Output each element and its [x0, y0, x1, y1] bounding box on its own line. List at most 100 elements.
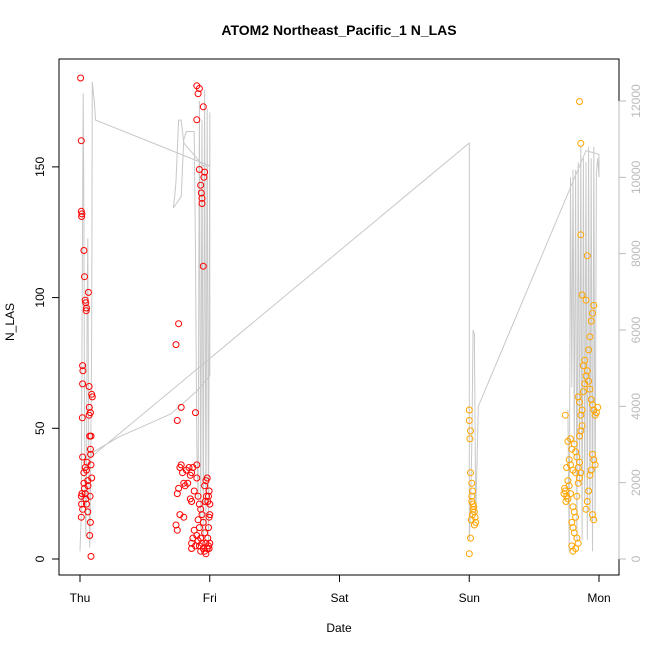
data-point: [80, 247, 88, 254]
data-point: [81, 296, 89, 304]
data-point: [586, 333, 594, 341]
y2-tick-label: 2000: [629, 469, 643, 496]
y-axis: 0 50 100 150: [33, 157, 60, 562]
data-point: [86, 445, 94, 453]
data-point: [577, 411, 585, 419]
data-point: [195, 85, 203, 92]
data-point: [188, 469, 196, 477]
data-point: [78, 500, 86, 508]
data-point: [77, 137, 85, 145]
data-point: [594, 403, 602, 411]
data-point: [86, 532, 94, 539]
data-point: [84, 477, 92, 485]
data-point: [198, 511, 206, 519]
data-point: [206, 511, 214, 519]
y-tick-label: 50: [33, 421, 47, 435]
data-point: [192, 542, 199, 550]
data-point: [200, 173, 208, 181]
data-point: [86, 492, 94, 500]
data-point: [469, 505, 477, 513]
data-point: [87, 432, 95, 440]
data-point: [172, 521, 180, 529]
data-point: [79, 380, 87, 388]
data-point: [77, 513, 85, 521]
data-point: [578, 406, 586, 414]
data-point: [467, 516, 475, 524]
y2-tick-label: 12000: [629, 84, 643, 118]
data-point: [83, 304, 90, 312]
data-point: [581, 356, 589, 364]
data-point: [587, 466, 595, 474]
data-point: [197, 189, 205, 197]
secondary-series-line: [79, 81, 600, 552]
data-point: [184, 479, 192, 487]
data-point: [572, 448, 580, 456]
data-point: [173, 526, 181, 534]
data-point: [203, 492, 210, 500]
data-point: [573, 492, 581, 500]
data-point: [572, 513, 580, 521]
y-tick-label: 100: [33, 287, 47, 307]
data-point: [198, 200, 206, 207]
data-point: [562, 498, 570, 505]
data-point: [583, 498, 591, 505]
data-point: [175, 484, 183, 492]
data-point: [576, 98, 583, 105]
x-tick-label: Mon: [587, 591, 610, 605]
data-point: [84, 288, 92, 296]
data-point: [188, 498, 196, 505]
data-point: [579, 388, 587, 396]
data-point: [205, 492, 212, 500]
data-point: [198, 194, 206, 202]
data-point: [81, 273, 88, 281]
data-point: [199, 262, 207, 270]
data-point: [194, 90, 202, 98]
data-point: [78, 414, 86, 422]
data-point: [468, 479, 476, 487]
data-point: [470, 521, 478, 529]
data-point: [87, 450, 95, 458]
data-point: [469, 487, 476, 495]
plot-frame: [58, 58, 620, 576]
secondary-line-layer: [79, 81, 600, 552]
x-axis: Thu Fri Sat Sun Mon: [70, 574, 611, 605]
data-point: [78, 210, 86, 218]
data-point: [468, 492, 476, 500]
x-tick-label: Sat: [330, 591, 349, 605]
data-point: [201, 168, 209, 176]
data-point: [189, 534, 197, 542]
x-tick-label: Fri: [203, 591, 217, 605]
data-point: [82, 299, 90, 307]
y2-tick-label: 8000: [629, 240, 643, 267]
data-point: [585, 487, 593, 495]
data-point: [564, 477, 572, 485]
data-point: [82, 307, 90, 315]
data-point: [582, 505, 590, 513]
data-point: [573, 453, 581, 461]
data-point: [199, 103, 207, 111]
data-point: [195, 524, 203, 532]
data-point: [577, 427, 585, 435]
data-point: [590, 301, 598, 309]
data-point: [465, 417, 473, 424]
data-point: [568, 542, 576, 550]
data-point: [85, 403, 93, 411]
data-point: [205, 524, 212, 532]
data-point: [574, 479, 582, 487]
data-point: [574, 464, 582, 471]
data-point: [576, 432, 583, 440]
data-point: [589, 511, 596, 519]
data-point: [587, 317, 595, 325]
data-point: [88, 390, 96, 398]
data-point: [87, 461, 95, 469]
data-point: [578, 422, 586, 430]
data-point: [87, 552, 95, 560]
data-point: [172, 341, 180, 349]
data-point: [79, 367, 87, 375]
data-point: [197, 534, 205, 542]
chart-title: ATOM2 Northeast_Pacific_1 N_LAS: [221, 22, 456, 38]
y2-tick-label: 6000: [629, 316, 643, 343]
data-point: [569, 503, 577, 511]
data-point: [591, 461, 599, 469]
